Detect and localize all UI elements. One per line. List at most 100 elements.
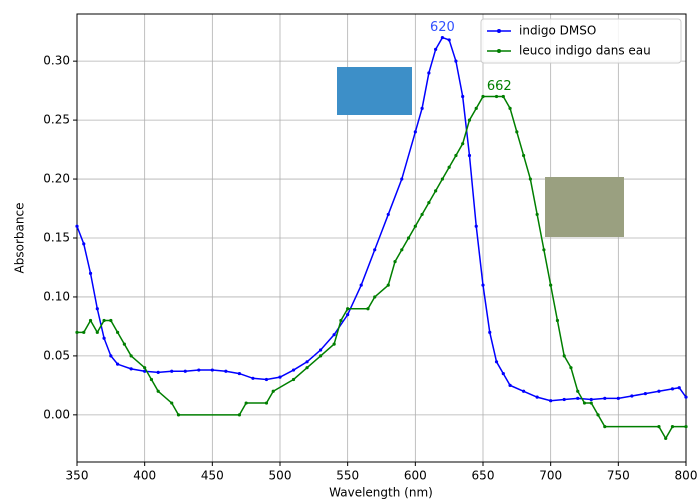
y-tick-label: 0.00 <box>43 407 70 421</box>
point-marker <box>102 336 106 340</box>
legend-marker <box>497 29 501 33</box>
point-marker <box>386 283 390 287</box>
x-tick-label: 700 <box>539 469 562 483</box>
point-marker <box>481 94 485 99</box>
point-marker <box>454 153 458 158</box>
point-marker <box>291 368 296 372</box>
point-marker <box>535 395 539 399</box>
point-marker <box>176 413 181 417</box>
point-marker <box>434 189 438 193</box>
point-marker <box>197 368 201 372</box>
point-marker <box>129 354 133 358</box>
y-axis-label: Absorbance <box>13 203 27 274</box>
point-marker <box>684 425 688 429</box>
point-marker <box>494 94 499 99</box>
point-marker <box>413 224 417 228</box>
point-marker <box>562 397 566 402</box>
point-marker <box>156 370 160 374</box>
point-marker <box>461 94 465 99</box>
point-marker <box>359 283 363 287</box>
y-tick-label: 0.05 <box>43 348 70 362</box>
point-marker <box>508 106 512 110</box>
point-marker <box>643 392 648 396</box>
point-marker <box>677 386 681 390</box>
point-marker <box>75 224 79 228</box>
point-marker <box>474 224 478 228</box>
point-marker <box>386 212 390 217</box>
point-marker <box>494 360 499 364</box>
point-marker <box>393 259 397 264</box>
point-marker <box>481 283 485 287</box>
point-marker <box>224 369 228 373</box>
point-marker <box>549 283 553 287</box>
annotation: 620 <box>430 20 455 35</box>
point-marker <box>434 47 438 51</box>
point-marker <box>143 366 147 370</box>
point-marker <box>122 342 126 346</box>
point-marker <box>149 377 154 382</box>
point-marker <box>562 354 566 358</box>
series-line <box>77 95 686 440</box>
x-tick-label: 600 <box>404 469 427 483</box>
point-marker <box>305 366 309 370</box>
legend-marker <box>497 49 501 53</box>
point-marker <box>616 396 620 400</box>
point-marker <box>508 383 512 387</box>
point-marker <box>406 236 411 240</box>
point-marker <box>589 401 593 405</box>
point-marker <box>576 389 580 393</box>
x-tick-label: 450 <box>201 469 224 483</box>
point-marker <box>501 94 505 99</box>
point-marker <box>569 366 573 370</box>
point-marker <box>210 368 214 372</box>
point-marker <box>528 177 532 181</box>
point-marker <box>447 38 451 42</box>
point-marker <box>603 425 607 429</box>
point-marker <box>630 394 634 398</box>
point-marker <box>82 330 86 334</box>
x-tick-label: 650 <box>472 469 495 483</box>
point-marker <box>400 248 404 252</box>
point-marker <box>549 399 553 403</box>
point-marker <box>542 248 546 252</box>
point-marker <box>373 295 377 299</box>
point-marker <box>95 307 99 311</box>
point-marker <box>237 371 241 376</box>
point-marker <box>461 142 465 146</box>
point-marker <box>596 413 600 417</box>
point-marker <box>467 153 472 158</box>
point-marker <box>339 318 343 323</box>
point-marker <box>109 318 113 323</box>
point-marker <box>467 118 472 122</box>
point-marker <box>305 360 309 364</box>
point-marker <box>657 389 661 393</box>
y-tick-label: 0.30 <box>43 54 70 68</box>
x-tick-label: 800 <box>675 469 698 483</box>
point-marker <box>582 401 587 405</box>
point-marker <box>474 106 478 110</box>
legend-box <box>480 18 682 64</box>
point-marker <box>170 369 174 373</box>
point-marker <box>535 212 539 217</box>
point-marker <box>319 354 323 358</box>
point-marker <box>657 425 661 429</box>
point-marker <box>332 333 336 337</box>
point-marker <box>427 201 431 205</box>
point-marker <box>454 59 458 63</box>
point-marker <box>291 377 296 382</box>
point-marker <box>440 35 444 40</box>
point-marker <box>589 397 593 402</box>
point-marker <box>670 425 675 429</box>
point-marker <box>156 389 160 393</box>
point-marker <box>373 248 377 252</box>
point-marker <box>501 371 505 376</box>
point-marker <box>346 313 350 317</box>
point-marker <box>603 396 607 400</box>
x-tick-label: 750 <box>607 469 630 483</box>
point-marker <box>555 318 560 323</box>
photo-indigo <box>337 67 412 115</box>
point-marker <box>332 342 336 346</box>
legend-label: indigo DMSO <box>519 24 596 38</box>
x-tick-label: 350 <box>66 469 89 483</box>
